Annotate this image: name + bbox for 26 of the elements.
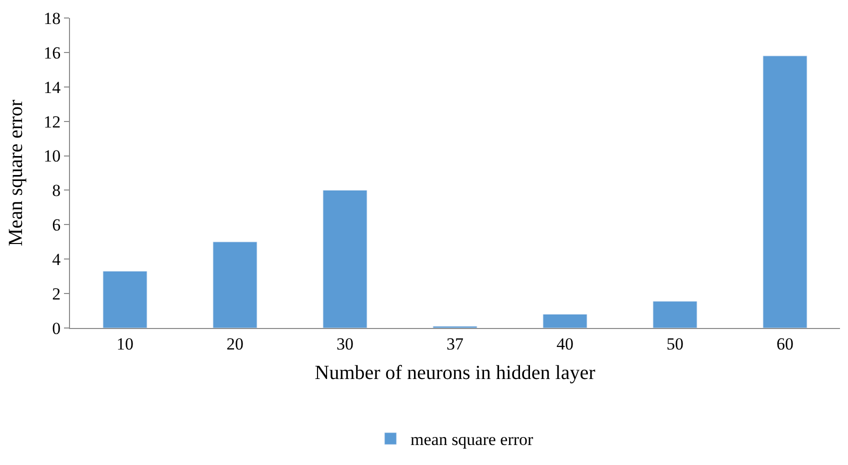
y-tick-label: 4 — [52, 250, 62, 270]
x-tick-label: 40 — [556, 334, 574, 354]
x-tick-label: 37 — [446, 334, 464, 354]
y-tick-label: 18 — [44, 8, 61, 28]
y-tick-label: 14 — [44, 78, 62, 97]
bar — [542, 314, 588, 328]
x-tick-label: 10 — [116, 334, 134, 354]
y-axis-title: Mean square error — [5, 99, 28, 246]
x-tick-label: 20 — [226, 334, 244, 354]
x-tick-label: 30 — [336, 334, 354, 354]
bar — [102, 270, 148, 328]
y-tick-label: 10 — [44, 146, 61, 166]
bar — [652, 301, 698, 328]
x-axis-title: Number of neurons in hidden layer — [314, 362, 596, 384]
y-tick-label: 0 — [52, 318, 61, 338]
bar — [762, 56, 808, 328]
y-tick-label: 8 — [52, 181, 61, 200]
x-tick-label: 50 — [666, 334, 684, 354]
y-tick-label: 6 — [52, 216, 61, 235]
legend-label: mean square error — [410, 430, 534, 450]
x-tick-label: 60 — [776, 334, 794, 354]
bar — [322, 190, 368, 328]
y-tick-label: 16 — [44, 43, 61, 62]
y-tick-label: 12 — [44, 112, 61, 132]
y-tick-label: 2 — [52, 284, 61, 304]
bar — [212, 242, 258, 328]
